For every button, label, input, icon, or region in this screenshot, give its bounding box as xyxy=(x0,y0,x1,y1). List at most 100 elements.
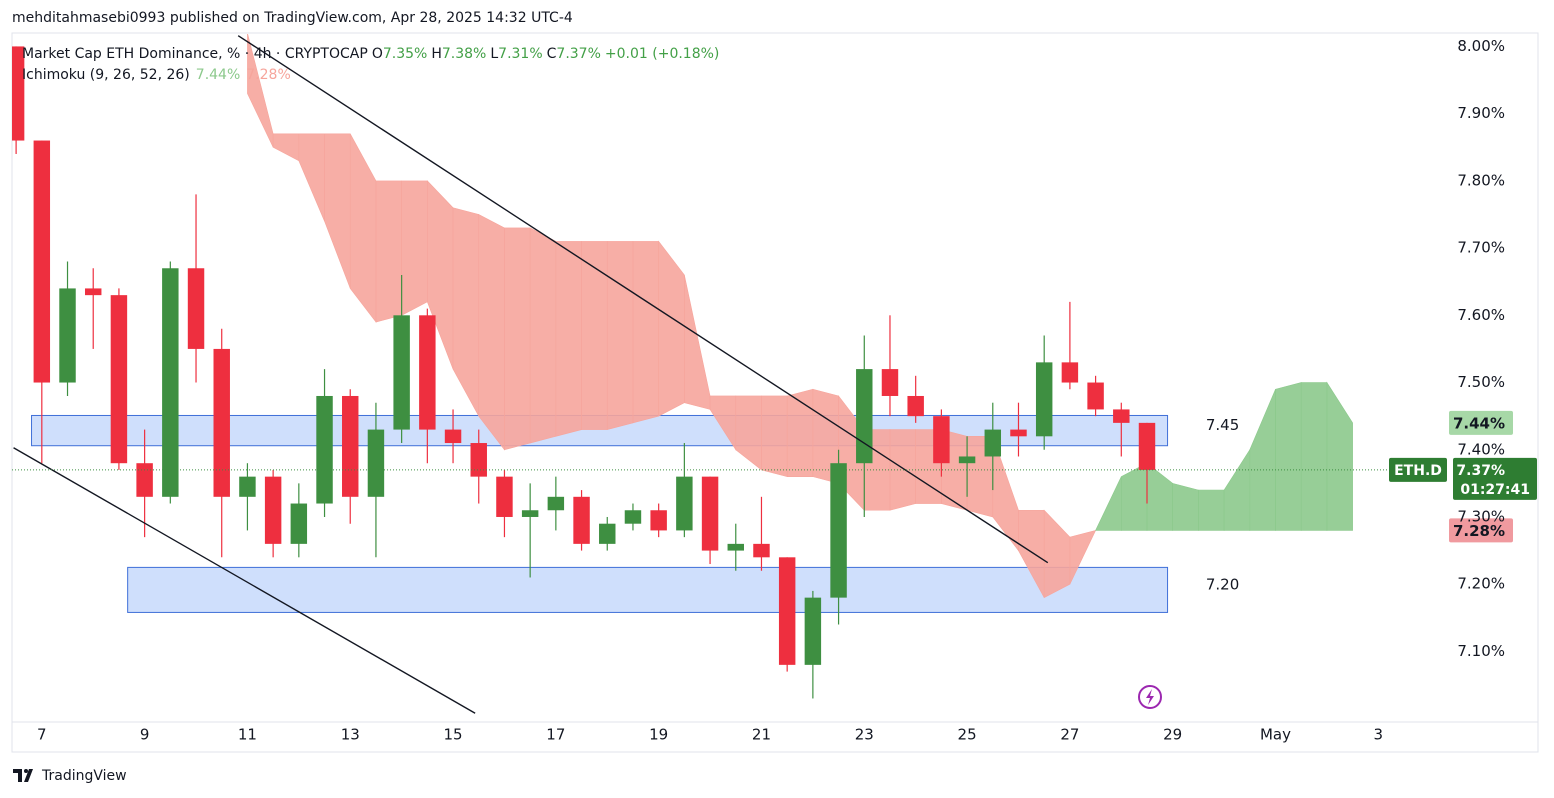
ichimoku-cloud xyxy=(658,240,685,417)
ichimoku-cloud xyxy=(1300,382,1328,531)
countdown-label: 01:27:41 xyxy=(1460,482,1530,498)
publisher: mehditahmasebi0993 published on TradingV… xyxy=(12,10,573,26)
ichimoku-cloud xyxy=(452,207,480,417)
legend-title: Market Cap ETH Dominance, % · 4h · CRYPT… xyxy=(22,46,368,62)
legend-open: 7.35% xyxy=(383,46,427,62)
ichimoku-cloud xyxy=(1223,448,1251,531)
y-tick-label: 7.90% xyxy=(1457,104,1505,122)
last-price-badge xyxy=(1453,457,1537,500)
ichimoku-cloud xyxy=(555,241,582,437)
x-tick-label: 11 xyxy=(238,726,257,744)
candle-body xyxy=(264,476,282,544)
ichimoku-cloud xyxy=(478,213,505,451)
ichimoku-cloud xyxy=(1326,381,1353,531)
candle-body xyxy=(547,496,565,511)
legend-low: 7.31% xyxy=(498,46,542,62)
candle-body xyxy=(701,476,719,551)
trend-line xyxy=(13,447,476,714)
legend-close: 7.37% xyxy=(556,46,600,62)
x-tick-label: 3 xyxy=(1374,726,1384,744)
x-tick-label: May xyxy=(1260,726,1291,744)
ichimoku-cloud xyxy=(761,395,788,478)
candle-body xyxy=(444,429,462,444)
candle-body xyxy=(804,597,822,665)
ichimoku-cloud xyxy=(375,180,402,323)
y-tick-label: 7.50% xyxy=(1457,373,1505,391)
candle-body xyxy=(881,369,899,396)
y-tick-label: 7.70% xyxy=(1457,239,1505,257)
ichimoku-cloud xyxy=(1146,462,1173,531)
y-tick-label: 8.00% xyxy=(1457,37,1505,55)
candle-body xyxy=(753,543,770,558)
ichimoku-cloud xyxy=(298,133,325,222)
y-tick-label: 7.80% xyxy=(1457,171,1505,189)
span-b-badge-label: 7.28% xyxy=(1453,522,1505,540)
legend-l-label: L xyxy=(490,46,498,62)
x-tick-label: 23 xyxy=(855,726,874,744)
ichimoku-cloud xyxy=(1043,509,1071,599)
ichimoku-cloud xyxy=(1069,529,1097,585)
candle-body xyxy=(727,543,744,551)
ichimoku-cloud xyxy=(735,395,762,471)
indicator-name: Ichimoku (9, 26, 52, 26) xyxy=(22,67,190,83)
indicator-span-a: 7.44% xyxy=(196,67,240,83)
plot-area xyxy=(12,34,1440,714)
candle-body xyxy=(59,288,76,383)
x-tick-label: 7 xyxy=(37,726,47,744)
candle-body xyxy=(367,429,385,497)
candle-body xyxy=(599,523,616,544)
candle-body xyxy=(187,268,205,349)
candle-body xyxy=(290,503,308,544)
y-tick-label: 7.30% xyxy=(1457,507,1505,525)
x-tick-label: 29 xyxy=(1163,726,1182,744)
ichimoku-cloud xyxy=(401,180,428,316)
ichimoku-cloud xyxy=(529,227,557,444)
candle-body xyxy=(907,395,924,417)
candle-body xyxy=(213,348,230,497)
candle-body xyxy=(342,395,359,497)
x-tick-label: 21 xyxy=(752,726,771,744)
span-b-badge xyxy=(1449,518,1513,543)
ichimoku-cloud xyxy=(504,227,531,451)
candle-body xyxy=(958,456,976,464)
candle-body xyxy=(650,510,667,531)
legend-change: +0.01 (+0.18%) xyxy=(605,46,719,62)
ichimoku-cloud xyxy=(1249,389,1276,531)
x-tick-label: 15 xyxy=(443,726,462,744)
ichimoku-cloud xyxy=(786,388,814,477)
candle-body xyxy=(778,557,796,665)
span-a-badge xyxy=(1449,410,1513,435)
x-tick-label: 13 xyxy=(341,726,360,744)
ichimoku-cloud xyxy=(1172,482,1199,531)
trend-line xyxy=(237,35,1049,564)
legend-o-label: O xyxy=(372,46,383,62)
symbol-badge xyxy=(1389,457,1447,482)
candle-body xyxy=(84,288,102,296)
x-tick-label: 27 xyxy=(1060,726,1079,744)
candle-body xyxy=(830,463,847,598)
legend-h-label: H xyxy=(431,46,442,62)
y-tick-label: 7.10% xyxy=(1457,642,1505,660)
candle-body xyxy=(162,268,179,497)
x-tick-label: 9 xyxy=(140,726,150,744)
candle-body xyxy=(1010,429,1027,437)
zone-label: 7.20 xyxy=(1206,575,1239,593)
ichimoku-cloud xyxy=(632,241,659,424)
brand-logo xyxy=(13,769,33,782)
candle-body xyxy=(136,463,153,497)
candle-body xyxy=(856,369,873,464)
candle-body xyxy=(316,395,333,504)
ichimoku-cloud xyxy=(272,133,300,162)
candle-body xyxy=(470,443,487,477)
ichimoku-cloud xyxy=(324,133,351,289)
candle-body xyxy=(933,416,950,464)
x-tick-label: 17 xyxy=(546,726,565,744)
ichimoku-cloud xyxy=(684,274,711,410)
alert-icon xyxy=(1138,685,1162,709)
ichimoku-cloud xyxy=(606,241,634,430)
overlay: 7.45 7.20 7.44% 7.28% ETH.D 7.37% 01:27:41 xyxy=(1206,410,1537,593)
indicator-line: Ichimoku (9, 26, 52, 26) 7.44% 7.28% xyxy=(22,67,291,83)
ichimoku-cloud xyxy=(1275,382,1302,531)
candle-body xyxy=(1113,409,1130,423)
